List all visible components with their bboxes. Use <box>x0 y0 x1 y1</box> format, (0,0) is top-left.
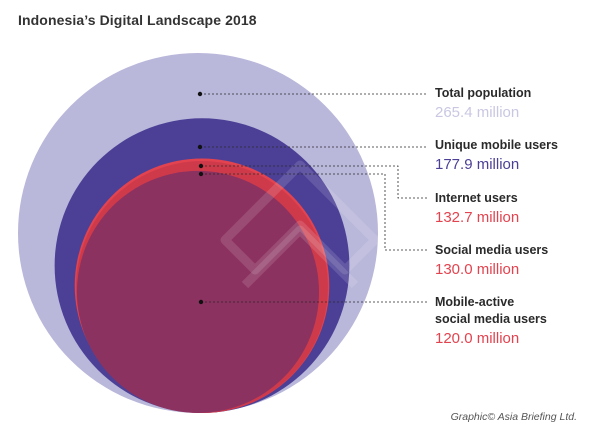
series-name-label: Mobile-active <box>435 295 514 309</box>
anchor-dot <box>198 163 204 169</box>
series-value-label: 130.0 million <box>435 261 519 278</box>
anchor-dot <box>197 91 203 97</box>
anchor-dot <box>198 171 204 177</box>
circles-group <box>18 53 378 414</box>
circle-mobile-active-social-media-users <box>76 170 320 413</box>
chart-title: Indonesia’s Digital Landscape 2018 <box>18 12 257 28</box>
series-value-label: 265.4 million <box>435 104 519 121</box>
labels-group: Total population 265.4 million Unique mobi… <box>435 86 558 347</box>
credit-text: Graphic© Asia Briefing Ltd. <box>450 411 577 423</box>
series-name-label: Unique mobile users <box>435 138 558 152</box>
series-value-label: 132.7 million <box>435 209 519 226</box>
anchor-dot <box>198 299 204 305</box>
leader-line <box>201 173 427 251</box>
series-value-label: 177.9 million <box>435 156 519 173</box>
anchor-dot <box>197 144 203 150</box>
series-name-label: Internet users <box>435 191 518 205</box>
series-name-label: Total population <box>435 86 531 100</box>
leader-lines <box>197 91 427 305</box>
series-name-label: Social media users <box>435 243 548 257</box>
leader-line <box>201 165 427 199</box>
series-value-label: 120.0 million <box>435 330 519 347</box>
series-name-label: social media users <box>435 312 547 326</box>
watermark-logo <box>220 160 380 289</box>
